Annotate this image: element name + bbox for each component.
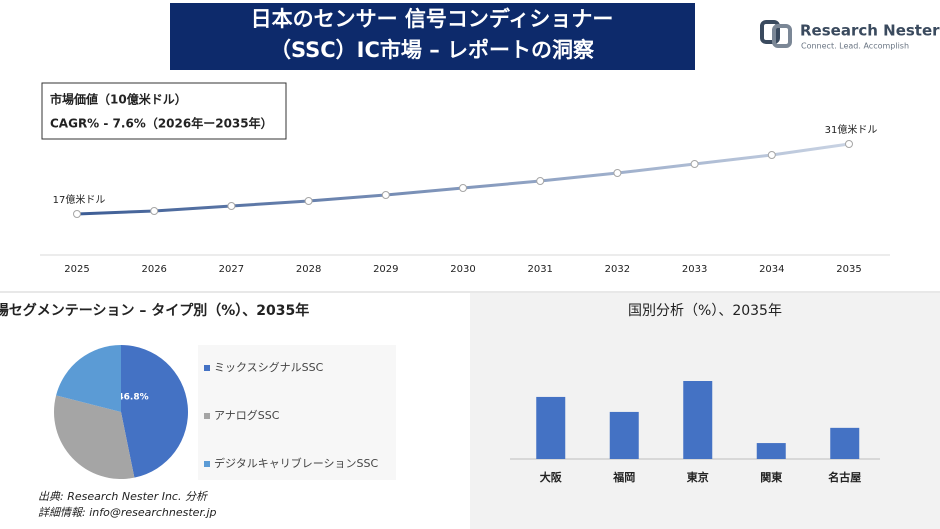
x-tick-label: 関東 (760, 470, 783, 484)
logo-name: Research Nester (800, 22, 940, 40)
x-tick-label: 2033 (682, 264, 707, 275)
x-tick-label: 2027 (219, 264, 244, 275)
point (536, 177, 545, 185)
data-label: 46.8% (117, 392, 148, 402)
logo: Research Nester Connect. Lead. Accomplis… (760, 20, 940, 51)
point (304, 197, 313, 205)
legend-swatch (204, 461, 210, 467)
title-line: （SSC）IC市場 – レポートの洞察 (270, 38, 595, 62)
legend-label: アナログSSC (214, 408, 280, 422)
pie-slice (54, 395, 135, 479)
footer-line: 出典: Research Nester Inc. 分析 (38, 490, 209, 503)
x-tick-label: 2026 (141, 264, 166, 275)
logo-icon (772, 24, 792, 48)
legend-swatch (204, 365, 210, 371)
point (381, 191, 390, 199)
footer-line: 詳細情報: info@researchnester.jp (38, 506, 217, 519)
title-band (170, 3, 695, 70)
line (76, 142, 850, 216)
info-box (41, 82, 287, 140)
bar (830, 427, 860, 459)
bar (756, 443, 786, 459)
x-tick-label: 2031 (527, 264, 552, 275)
x-tick-label: 東京 (687, 470, 709, 484)
legend-label: デジタルキャリブレーションSSC (214, 456, 379, 470)
point (459, 184, 467, 192)
point (150, 207, 159, 215)
x-tick-label: 2028 (296, 264, 321, 275)
x-tick-label: 2032 (605, 264, 630, 275)
legend-label: ミックスシグナルSSC (214, 360, 324, 374)
logo-icon (760, 20, 780, 44)
point (690, 160, 699, 168)
bar (683, 381, 713, 459)
x-tick-label: 福岡 (612, 470, 635, 484)
point (767, 151, 776, 159)
x-tick-label: 2034 (759, 264, 784, 275)
point (845, 140, 853, 148)
point (227, 202, 236, 210)
pie-slice (121, 345, 188, 478)
x-tick-label: 2025 (64, 264, 89, 275)
x-tick-label: 2030 (450, 264, 475, 275)
point (613, 169, 622, 177)
x-tick-label: 2029 (373, 264, 398, 275)
data-label: 31億米ドル (825, 123, 878, 136)
legend-box (198, 345, 396, 480)
data-label: 17億米ドル (53, 193, 106, 206)
logo-tagline: Connect. Lead. Accomplish (801, 42, 909, 51)
x-tick-label: 大阪 (540, 470, 563, 484)
x-tick-label: 名古屋 (828, 470, 861, 484)
pie-slice (56, 345, 121, 412)
x-tick-label: 2035 (836, 264, 861, 275)
point (73, 210, 81, 218)
info-line: 市場価値（10億米ドル） (50, 92, 187, 107)
bar-title: 国別分析（%）、2035年 (628, 303, 782, 319)
pie-title: 市場セグメンテーション – タイプ別（%）、2035年 (0, 302, 309, 319)
title-line: 日本のセンサー 信号コンディショナー (251, 7, 614, 31)
bar (536, 396, 566, 459)
bar (609, 411, 639, 459)
info-line: CAGR% - 7.6%（2026年ー2035年） (50, 116, 273, 131)
legend-swatch (204, 413, 210, 419)
